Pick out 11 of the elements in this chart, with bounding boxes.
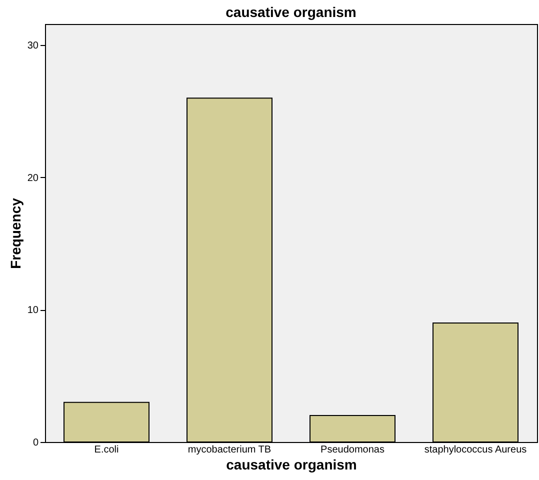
x-axis-title: causative organism [226, 456, 357, 472]
y-tick-label: 0 [32, 438, 39, 448]
y-axis-title: Frequency [7, 198, 24, 269]
x-tick-label: E.coli [94, 444, 119, 456]
y-tick-label: 20 [27, 172, 39, 184]
x-tick-label: staphylococcus Aureus [424, 444, 527, 456]
chart-title: causative organism [226, 4, 356, 20]
y-tick-label: 10 [27, 305, 39, 316]
x-tick-label: Pseudomonas [320, 444, 384, 456]
y-tick-label: 30 [27, 40, 39, 52]
x-tick-label: mycobacterium TB [188, 444, 272, 456]
